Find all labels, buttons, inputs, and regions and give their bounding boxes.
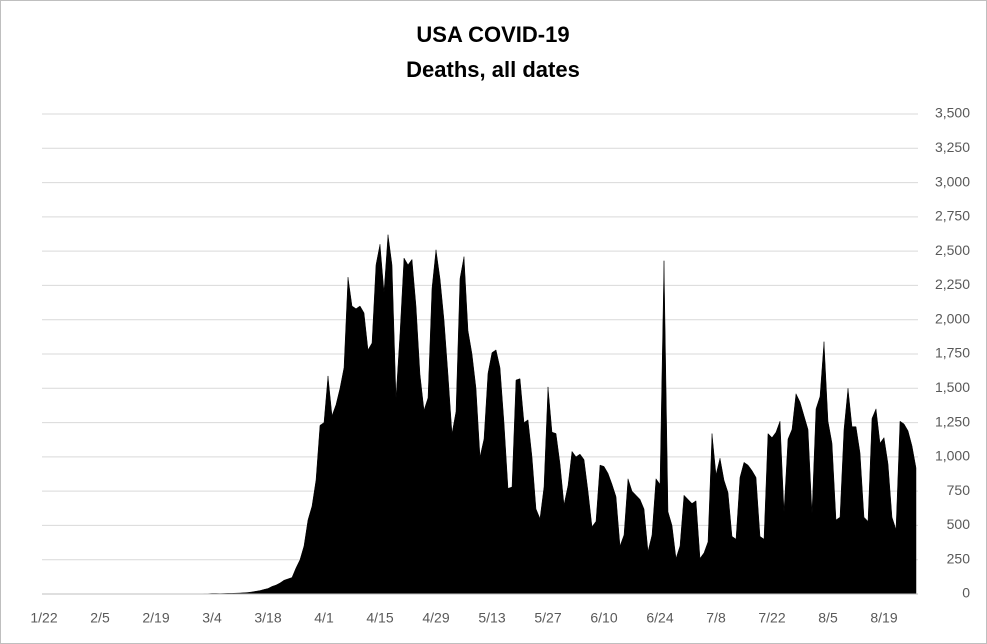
x-tick-label: 8/5 xyxy=(818,610,838,626)
y-tick-label: 0 xyxy=(962,585,970,601)
x-tick-label: 7/22 xyxy=(758,610,785,626)
chart-title: USA COVID-19 xyxy=(416,22,569,47)
x-tick-label: 5/27 xyxy=(534,610,561,626)
y-tick-label: 2,750 xyxy=(935,208,970,224)
x-tick-label: 8/19 xyxy=(870,610,897,626)
x-tick-label: 3/18 xyxy=(254,610,281,626)
x-tick-label: 2/19 xyxy=(142,610,169,626)
y-tick-label: 250 xyxy=(947,550,971,566)
x-tick-label: 4/29 xyxy=(422,610,449,626)
y-tick-label: 3,250 xyxy=(935,139,970,155)
y-tick-label: 2,500 xyxy=(935,242,970,258)
x-tick-label: 6/24 xyxy=(646,610,673,626)
x-tick-label: 4/15 xyxy=(366,610,393,626)
y-tick-label: 1,500 xyxy=(935,379,970,395)
x-tick-label: 7/8 xyxy=(706,610,726,626)
y-tick-label: 750 xyxy=(947,482,971,498)
x-tick-label: 6/10 xyxy=(590,610,617,626)
y-tick-label: 2,250 xyxy=(935,276,970,292)
y-tick-label: 2,000 xyxy=(935,310,970,326)
x-tick-label: 4/1 xyxy=(314,610,334,626)
x-tick-label: 3/4 xyxy=(202,610,222,626)
y-tick-label: 3,000 xyxy=(935,173,970,189)
y-tick-label: 3,500 xyxy=(935,105,970,121)
x-tick-label: 5/13 xyxy=(478,610,505,626)
y-tick-label: 1,250 xyxy=(935,413,970,429)
x-tick-label: 2/5 xyxy=(90,610,110,626)
x-tick-label: 1/22 xyxy=(30,610,57,626)
y-tick-label: 1,750 xyxy=(935,345,970,361)
y-tick-label: 500 xyxy=(947,516,971,532)
chart-subtitle: Deaths, all dates xyxy=(406,57,580,82)
y-tick-label: 1,000 xyxy=(935,448,970,464)
